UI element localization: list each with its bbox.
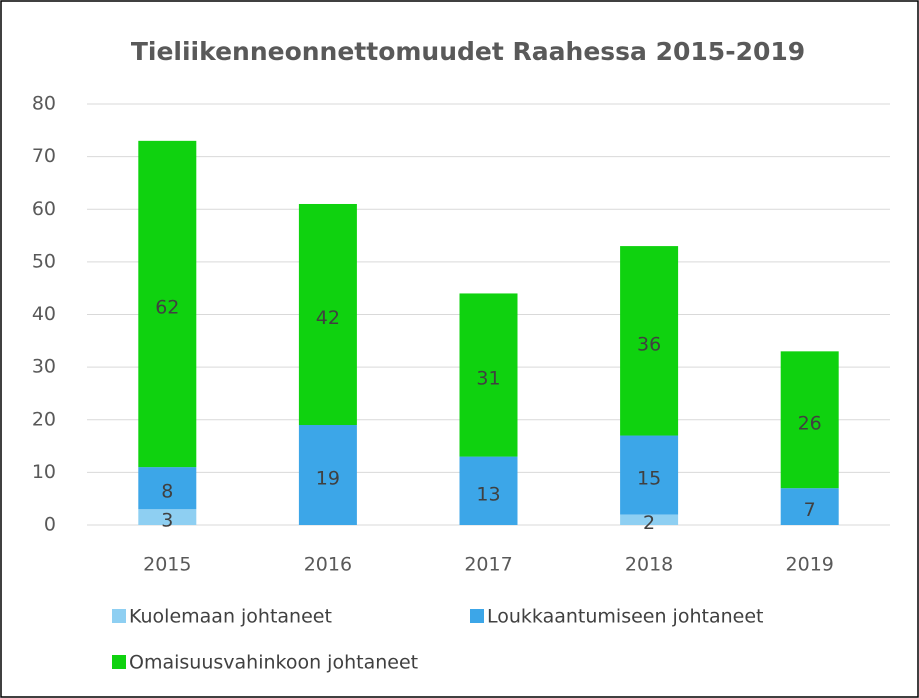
legend-label: Loukkaantumiseen johtaneet: [487, 606, 763, 628]
bar-segment: [138, 140, 197, 468]
legend-swatch: [112, 609, 126, 623]
y-tick-label: 70: [32, 145, 56, 167]
bar-segment: [138, 509, 197, 525]
y-tick-label: 10: [32, 461, 56, 483]
data-label: 15: [637, 468, 661, 490]
bar-segment: [780, 488, 839, 525]
legend-label: Omaisuusvahinkoon johtaneet: [129, 652, 418, 674]
x-tick-label: 2017: [464, 554, 512, 576]
data-label: 19: [316, 468, 340, 490]
y-tick-label: 40: [32, 303, 56, 325]
x-tick-label: 2018: [625, 554, 673, 576]
data-label: 62: [155, 296, 179, 318]
x-tick-label: 2016: [304, 554, 352, 576]
bar-segment: [780, 351, 839, 489]
bar-segment: [459, 456, 518, 525]
y-tick-label: 60: [32, 198, 56, 220]
y-tick-label: 20: [32, 408, 56, 430]
data-label: 3: [161, 510, 173, 532]
bar-segment: [459, 293, 518, 457]
x-tick-label: 2015: [143, 554, 191, 576]
y-tick-label: 30: [32, 356, 56, 378]
y-tick-label: 50: [32, 250, 56, 272]
data-label: 8: [161, 481, 173, 503]
data-label: 7: [804, 499, 816, 521]
data-label: 36: [637, 333, 661, 355]
data-label: 31: [476, 368, 500, 390]
data-label: 26: [798, 412, 822, 434]
bar-segment: [138, 467, 197, 510]
y-tick-label: 80: [32, 93, 56, 115]
legend-label: Kuolemaan johtaneet: [129, 606, 332, 628]
y-tick-label: 0: [44, 514, 56, 536]
data-label: 42: [316, 307, 340, 329]
bar-segment: [298, 203, 357, 426]
legend-swatch: [112, 655, 126, 669]
bar-segment: [620, 435, 679, 515]
data-label: 2: [643, 512, 655, 534]
chart-title: Tieliikenneonnettomuudet Raahessa 2015-2…: [131, 37, 805, 66]
x-tick-label: 2019: [786, 554, 834, 576]
legend-swatch: [470, 609, 484, 623]
data-label: 13: [476, 483, 500, 505]
bar-segment: [620, 246, 679, 436]
bar-segment: [620, 514, 679, 525]
bar-segment: [298, 425, 357, 525]
